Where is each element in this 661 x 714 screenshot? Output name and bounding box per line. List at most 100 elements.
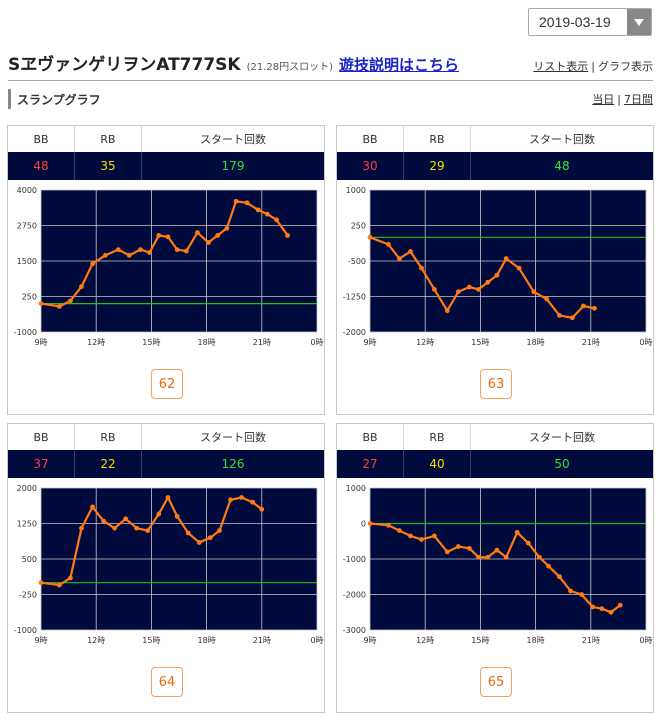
data-point [581,303,586,309]
start-header: スタート回数 [529,431,595,444]
data-point [455,289,461,295]
date-select[interactable]: 2019-03-19 [528,8,652,36]
date-value: 2019-03-19 [539,14,611,30]
data-point [503,256,509,262]
y-tick-label: -1000 [14,626,37,635]
data-point [397,256,402,262]
list-view-link[interactable]: リスト表示 [533,60,589,73]
rb-value: 22 [75,450,142,478]
data-point [568,588,573,594]
machine-rate: (21.28円スロット) [246,62,334,73]
y-tick-label: -3000 [343,626,366,635]
title-row: SヱヴァンゲリヲンAT777SK (21.28円スロット) 遊技説明はこちら リ… [8,50,653,75]
rb-header: RB [404,126,471,152]
data-point [215,233,221,238]
x-tick-label: 12時 [416,338,434,347]
data-point [525,540,531,546]
x-tick-label: 21時 [582,338,600,347]
bb-header: BB [8,126,75,152]
y-tick-label: -1250 [343,293,366,302]
start-header: スタート回数 [200,133,266,146]
data-point [174,514,180,519]
data-point [274,217,279,223]
start-header: スタート回数 [529,133,595,146]
x-tick-label: 12時 [416,636,434,645]
x-tick-label: 9時 [34,636,47,645]
y-tick-label: 4000 [17,186,37,195]
data-point [608,609,614,615]
machine-number-button[interactable]: 62 [151,369,183,399]
data-point [444,308,450,314]
data-point [228,497,233,503]
machine-panel-64: BB RB スタート回数 37 22 126 2000 1250 500 -250 -1… [7,423,325,713]
data-point [485,279,491,285]
y-tick-label: 2000 [17,484,37,493]
rb-value: 35 [75,152,142,180]
data-point [485,554,491,560]
bb-value: 48 [8,152,75,180]
data-point [123,516,129,522]
machine-number-button[interactable]: 63 [480,369,512,399]
data-point [494,547,500,553]
data-point [137,247,143,253]
y-tick-label: 2750 [17,222,37,231]
data-point [156,233,162,238]
data-point [156,511,162,517]
data-point [195,230,200,235]
data-point [250,499,256,505]
chevron-down-icon[interactable] [627,9,651,35]
machine-number-button[interactable]: 65 [480,667,512,697]
data-point [466,545,472,551]
data-point [90,504,95,510]
machine-number-button[interactable]: 64 [151,667,183,697]
data-point [79,284,84,289]
data-point [386,522,391,528]
start-value: 179 [221,159,245,173]
y-tick-label: 0 [361,520,366,529]
data-point [57,304,62,309]
x-tick-label: 0時 [310,338,323,347]
period-toggle: 当日 | 7日間 [592,91,653,107]
y-tick-label: 1000 [346,484,366,493]
data-point [557,313,562,318]
x-tick-label: 0時 [639,636,652,645]
stats-value-row: 27 40 50 [337,450,653,478]
period-separator: | [617,93,621,106]
period-7days-link[interactable]: 7日間 [624,93,653,106]
x-tick-label: 18時 [198,338,216,347]
bb-header: BB [8,424,75,450]
start-value: 48 [554,159,570,173]
x-tick-label: 9時 [363,636,376,645]
x-tick-label: 21時 [253,338,271,347]
rule-link[interactable]: 遊技説明はこちら [339,56,460,74]
data-point [68,298,73,304]
data-point [476,554,481,560]
period-today-link[interactable]: 当日 [592,93,615,106]
data-point [68,575,73,581]
data-point [38,580,44,586]
data-point [536,554,542,560]
data-point [419,537,424,542]
data-point [397,528,402,533]
start-value: 50 [554,457,570,471]
stats-table: BB RB スタート回数 48 35 179 [8,126,324,180]
data-point [503,554,509,560]
data-point [264,211,270,217]
y-tick-label: 500 [22,555,37,564]
rb-header: RB [75,424,142,450]
data-point [206,240,211,245]
x-tick-label: 18時 [527,636,545,645]
data-point [367,234,373,240]
x-tick-label: 0時 [639,338,652,347]
section-marker [8,89,11,109]
data-point [592,305,597,311]
x-tick-label: 9時 [363,338,376,347]
y-tick-label: -250 [19,591,37,600]
machine-panel-63: BB RB スタート回数 30 29 48 1000 250 -500 -1250 -2… [336,125,654,415]
data-point [115,247,121,253]
data-point [233,198,239,204]
